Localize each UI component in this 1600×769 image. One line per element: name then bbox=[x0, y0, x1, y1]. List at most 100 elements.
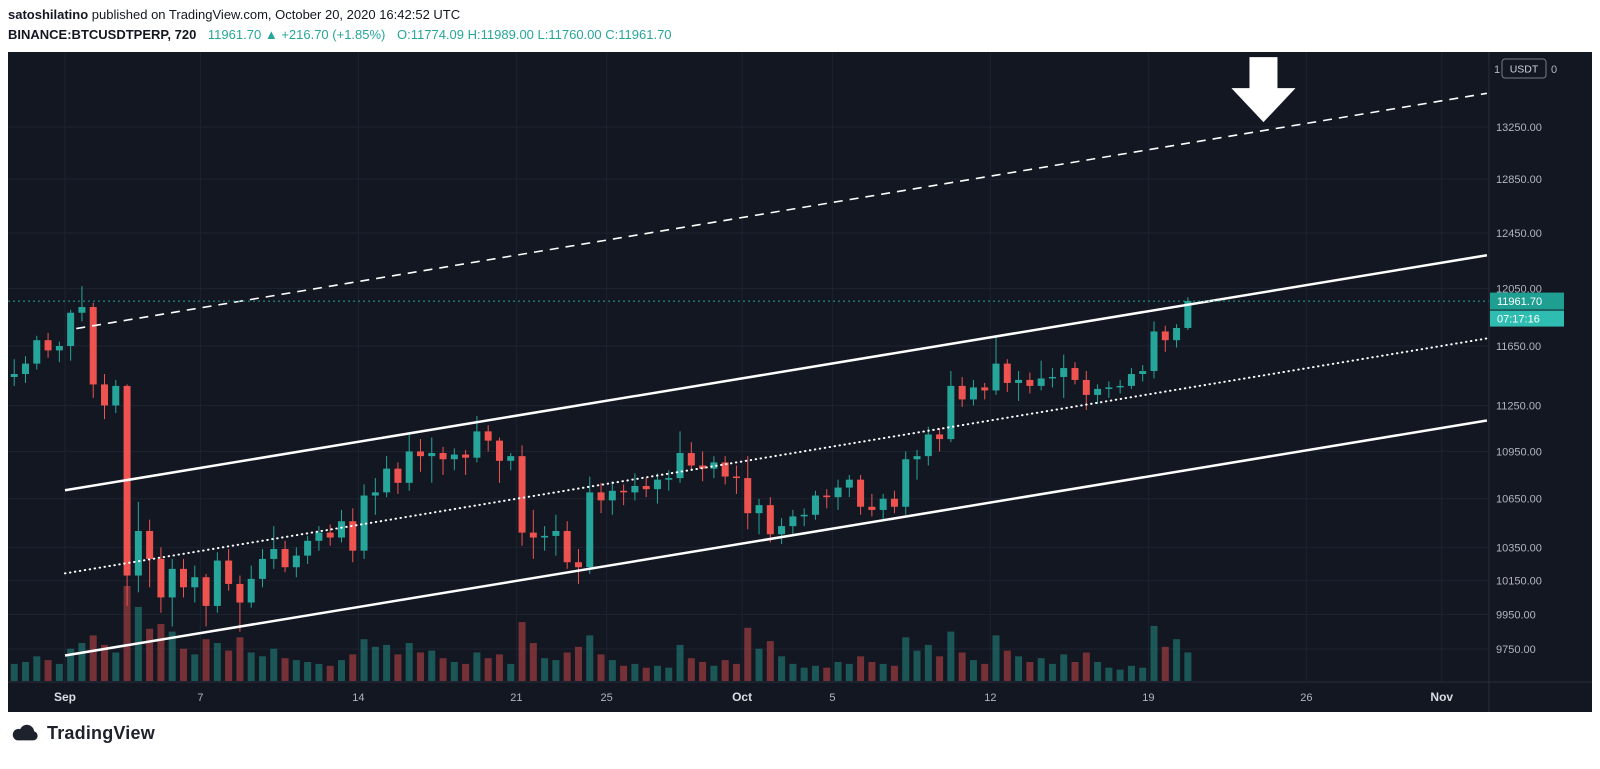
candle bbox=[157, 558, 165, 598]
ohlc-open-label: O: bbox=[397, 27, 411, 42]
time-axis-label: 7 bbox=[197, 692, 203, 704]
tradingview-logo-text: TradingView bbox=[47, 722, 155, 743]
price-axis[interactable]: 13250.00 12850.00 12450.00 12050.00 11650.00… bbox=[1490, 58, 1564, 656]
time-axis-label: 12 bbox=[984, 692, 996, 704]
candle bbox=[416, 451, 424, 457]
price-chart[interactable]: 13250.00 12850.00 12450.00 12050.00 11650.00… bbox=[8, 52, 1592, 712]
candle bbox=[732, 476, 740, 479]
candle bbox=[44, 340, 52, 351]
candle bbox=[1015, 379, 1023, 383]
candle bbox=[1003, 363, 1011, 383]
candle bbox=[112, 385, 120, 406]
candle bbox=[247, 578, 255, 603]
time-axis-label: 14 bbox=[352, 692, 364, 704]
time-axis[interactable]: Sep 7 14 21 25 Oct 5 12 19 26 Nov bbox=[54, 690, 1453, 704]
candle bbox=[687, 453, 695, 466]
trendline-dotted[interactable] bbox=[64, 337, 1488, 575]
currency-toggle-button[interactable] bbox=[1501, 58, 1547, 79]
candle bbox=[992, 363, 1000, 391]
candle bbox=[1161, 331, 1169, 341]
volume-layer bbox=[10, 586, 1192, 681]
ohlc-open: 11774.09 bbox=[410, 27, 465, 42]
candle bbox=[653, 479, 661, 490]
time-axis-label: Oct bbox=[732, 690, 752, 704]
ohlc-low: 11760.00 bbox=[548, 27, 602, 42]
grid-layer bbox=[8, 52, 1489, 682]
candle bbox=[789, 516, 797, 527]
candle bbox=[518, 456, 526, 533]
candle bbox=[868, 506, 876, 510]
candle bbox=[1060, 368, 1068, 377]
axis-separators bbox=[8, 52, 1592, 712]
price-axis-label: 9950.00 bbox=[1496, 609, 1536, 621]
price-axis-label: 9750.00 bbox=[1496, 644, 1536, 656]
candle bbox=[360, 495, 368, 551]
price-axis-label: 10950.00 bbox=[1496, 446, 1542, 458]
current-price-badge bbox=[1490, 292, 1564, 310]
candle bbox=[552, 531, 560, 536]
candle bbox=[958, 385, 966, 400]
candle bbox=[10, 373, 18, 377]
candle bbox=[258, 558, 266, 579]
candle bbox=[134, 531, 142, 576]
candle bbox=[450, 454, 458, 460]
tradingview-cloud-icon bbox=[12, 724, 38, 741]
candle bbox=[405, 451, 413, 483]
price-axis-label: 11250.00 bbox=[1496, 400, 1541, 412]
candle bbox=[721, 462, 729, 477]
candle bbox=[631, 486, 639, 493]
axis-top-right-text: 0 bbox=[1551, 64, 1557, 76]
candle bbox=[902, 459, 910, 507]
candle bbox=[541, 535, 549, 538]
candle bbox=[890, 498, 898, 507]
publish-header: satoshilatino published on TradingView.c… bbox=[0, 0, 1600, 22]
trendline-solid[interactable] bbox=[64, 254, 1488, 492]
price-axis-label: 11650.00 bbox=[1496, 341, 1541, 353]
price-axis-label: 10350.00 bbox=[1496, 542, 1542, 554]
candle bbox=[304, 540, 312, 556]
candle bbox=[1150, 331, 1158, 372]
candle bbox=[236, 583, 244, 603]
candle bbox=[495, 440, 503, 461]
currency-toggle-label: USDT bbox=[1510, 64, 1539, 76]
trendline-layer[interactable] bbox=[64, 92, 1488, 657]
candle bbox=[642, 486, 650, 490]
publish-author: satoshilatino bbox=[8, 7, 89, 22]
candle bbox=[1127, 373, 1135, 386]
symbol-header: BINANCE:BTCUSDTPERP, 720 11961.70 ▲ +216… bbox=[0, 22, 1600, 42]
candle bbox=[315, 532, 323, 541]
candle bbox=[462, 454, 470, 458]
trendline-solid[interactable] bbox=[64, 419, 1488, 657]
candle bbox=[1071, 368, 1079, 380]
price-change: +216.70 (+1.85%) bbox=[281, 27, 386, 42]
candle bbox=[766, 505, 774, 535]
candle bbox=[202, 577, 210, 606]
candle bbox=[270, 549, 278, 559]
countdown-badge bbox=[1490, 310, 1564, 327]
candle bbox=[1116, 385, 1124, 388]
candle bbox=[168, 568, 176, 598]
chart-background bbox=[8, 52, 1592, 712]
price-axis-label: 10150.00 bbox=[1496, 576, 1542, 588]
trendline-dashed[interactable] bbox=[76, 92, 1488, 330]
candle bbox=[586, 492, 594, 568]
candle bbox=[507, 456, 515, 461]
down-arrow-annotation[interactable] bbox=[1231, 57, 1296, 123]
candle bbox=[225, 560, 233, 584]
candle bbox=[371, 492, 379, 496]
candle bbox=[1026, 379, 1034, 386]
ohlc-high-label: H: bbox=[467, 27, 481, 42]
candle bbox=[146, 531, 154, 559]
arrow-annotation[interactable] bbox=[1231, 57, 1296, 123]
candle bbox=[213, 560, 221, 606]
tradingview-logo[interactable]: TradingView bbox=[10, 720, 155, 746]
candle bbox=[78, 307, 86, 313]
candle bbox=[383, 468, 391, 493]
candle bbox=[608, 490, 616, 501]
candle bbox=[33, 340, 41, 364]
candle bbox=[1184, 301, 1192, 328]
candle bbox=[913, 456, 921, 460]
candle bbox=[1105, 387, 1113, 389]
candle bbox=[1139, 371, 1147, 374]
candle bbox=[744, 478, 752, 514]
